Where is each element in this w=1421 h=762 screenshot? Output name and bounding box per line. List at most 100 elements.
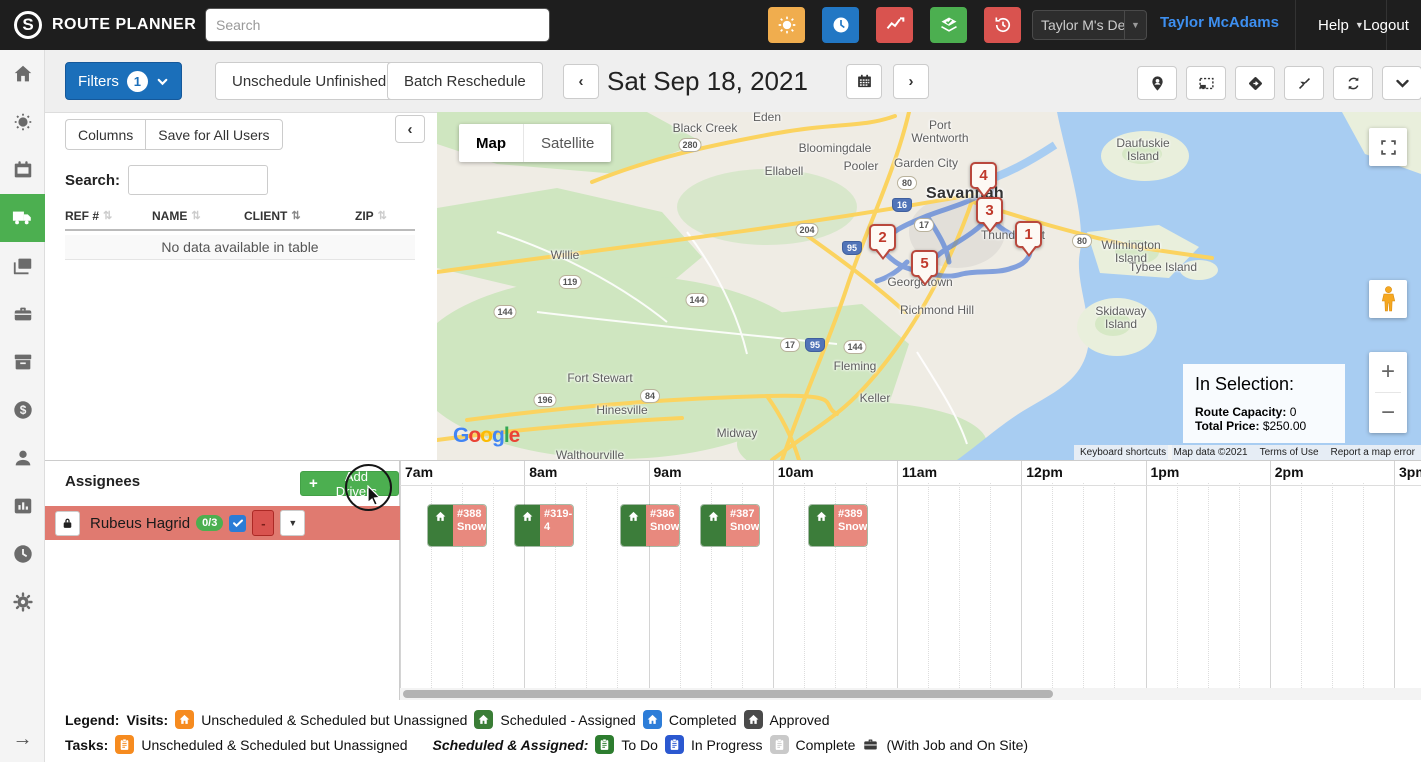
previous-day-button[interactable]: ‹ <box>563 64 599 99</box>
sidebar-item-billing[interactable]: $ <box>0 386 45 434</box>
hour-gridline <box>1021 461 1023 688</box>
driver-location-button[interactable] <box>1137 66 1177 100</box>
collapse-map-button[interactable] <box>1284 66 1324 100</box>
map-type-map-button[interactable]: Map <box>459 124 524 162</box>
route-stop-marker-5[interactable]: 5 <box>911 250 938 277</box>
layers-button[interactable] <box>930 7 967 43</box>
driver-options-dropdown[interactable]: ▼ <box>280 510 306 536</box>
weather-button[interactable] <box>768 7 805 43</box>
quarter-gridline <box>865 483 867 688</box>
sidebar-item-clients[interactable] <box>0 434 45 482</box>
hour-gridline <box>1145 461 1147 688</box>
add-drivers-button[interactable]: + Add Drivers <box>300 469 399 499</box>
columns-button[interactable]: Columns <box>65 119 146 150</box>
driver-visible-checkbox[interactable] <box>229 514 247 532</box>
quarter-gridline <box>1083 483 1085 688</box>
logout-button[interactable]: Logout <box>1363 16 1409 34</box>
sidebar-expand-button[interactable]: → <box>12 727 33 750</box>
driver-row[interactable]: Rubeus Hagrid 0/3 - ▼ <box>45 506 400 540</box>
bar-chart-icon <box>14 498 31 514</box>
directions-button[interactable] <box>1235 66 1275 100</box>
route-stop-marker-1[interactable]: 1 <box>1015 221 1042 248</box>
next-day-button[interactable]: › <box>893 64 929 99</box>
chevron-down-icon <box>157 78 168 85</box>
zoom-in-button[interactable]: + <box>1369 352 1407 392</box>
sidebar-item-weather[interactable] <box>0 98 45 146</box>
remove-driver-button[interactable]: - <box>252 510 275 536</box>
quarter-gridline <box>803 483 805 688</box>
visit-block[interactable]: #319- 4 <box>514 504 574 547</box>
column-header-ref[interactable]: REF # ⇅ <box>65 209 152 223</box>
sidebar-item-calendar[interactable] <box>0 146 45 194</box>
sidebar-item-reports[interactable] <box>0 242 45 290</box>
batch-reschedule-button[interactable]: Batch Reschedule <box>387 62 543 100</box>
area-select-button[interactable] <box>1186 66 1226 100</box>
history-button[interactable] <box>984 7 1021 43</box>
column-header-client[interactable]: CLIENT ⇅ <box>244 209 355 223</box>
visit-block[interactable]: #387 Snow <box>700 504 760 547</box>
table-search-input[interactable] <box>128 165 269 195</box>
scrollbar-thumb[interactable] <box>403 690 1053 698</box>
gear-icon <box>12 592 33 612</box>
map-type-satellite-button[interactable]: Satellite <box>541 134 595 152</box>
map-fullscreen-button[interactable] <box>1369 128 1407 166</box>
pegman-streetview[interactable] <box>1369 280 1407 318</box>
route-stop-marker-2[interactable]: 2 <box>869 224 896 251</box>
map-canvas[interactable]: Black Creek Eden Ellabell Bloomingdale Poole… <box>437 112 1421 460</box>
visit-block[interactable]: #386 Snow <box>620 504 680 547</box>
briefcase-icon <box>14 307 31 321</box>
column-header-name[interactable]: NAME ⇅ <box>152 209 244 223</box>
sidebar-item-analytics[interactable] <box>0 482 45 530</box>
collapse-panel-button[interactable]: ‹ <box>395 115 425 143</box>
user-select[interactable]: Taylor M's De ▼ <box>1032 10 1147 40</box>
visit-block[interactable]: #389 Snow <box>808 504 868 547</box>
visit-block[interactable]: #388 Snow <box>427 504 487 547</box>
sidebar-item-settings[interactable] <box>0 578 45 626</box>
main-area: Filters 1 Unschedule Unfinished Batch Re… <box>45 50 1421 762</box>
refresh-button[interactable] <box>1333 66 1373 100</box>
legend-title: Legend: <box>65 711 120 728</box>
lock-driver-button[interactable] <box>55 510 80 536</box>
column-label: REF # <box>65 209 100 223</box>
timeline-scrollbar[interactable] <box>400 688 1421 700</box>
refresh-icon <box>1348 76 1358 90</box>
person-icon <box>15 450 30 466</box>
quarter-gridline <box>1300 483 1302 688</box>
route-stop-marker-3[interactable]: 3 <box>976 197 1003 224</box>
total-price-label: Total Price: <box>1195 419 1260 433</box>
calendar-picker-button[interactable] <box>846 64 882 99</box>
quarter-gridline <box>710 483 712 688</box>
keyboard-shortcuts-link[interactable]: Keyboard shortcuts <box>1074 445 1173 460</box>
hour-label: 11am <box>902 464 938 480</box>
help-menu[interactable]: Help ▼ <box>1295 0 1387 50</box>
sidebar-item-timeclock[interactable] <box>0 530 45 578</box>
sidebar-item-routes[interactable] <box>0 194 45 242</box>
calendar-icon <box>857 74 871 88</box>
route-capacity-label: Route Capacity: <box>1195 405 1287 419</box>
terms-of-use-link[interactable]: Terms of Use <box>1253 445 1325 460</box>
google-logo-letter: o <box>480 424 493 447</box>
trends-button[interactable] <box>876 7 913 43</box>
expand-panel-button[interactable] <box>1382 66 1421 100</box>
sidebar-item-jobs[interactable] <box>0 290 45 338</box>
save-for-all-users-button[interactable]: Save for All Users <box>145 119 283 150</box>
sidebar-item-archive[interactable] <box>0 338 45 386</box>
filters-button[interactable]: Filters 1 <box>65 62 182 100</box>
legend-item-label: Unscheduled & Scheduled but Unassigned <box>201 711 468 728</box>
clock-icon <box>833 17 848 33</box>
quarter-gridline <box>1362 483 1364 688</box>
clock-icon <box>13 545 32 563</box>
legend-tasks-row: Tasks: Unscheduled & Scheduled but Unass… <box>65 735 1421 754</box>
hour-label: 12pm <box>1026 464 1063 480</box>
route-stop-marker-4[interactable]: 4 <box>970 162 997 189</box>
time-button[interactable] <box>822 7 859 43</box>
unschedule-unfinished-button[interactable]: Unschedule Unfinished <box>215 62 404 100</box>
legend-tasks-label: Tasks: <box>65 736 109 753</box>
user-profile-link[interactable]: Taylor McAdams <box>1160 14 1279 31</box>
report-map-error-link[interactable]: Report a map error <box>1324 445 1421 460</box>
global-search-input[interactable] <box>205 8 550 42</box>
zoom-out-button[interactable]: − <box>1369 393 1407 433</box>
sidebar-item-home[interactable] <box>0 50 45 98</box>
column-header-zip[interactable]: ZIP ⇅ <box>355 209 415 223</box>
